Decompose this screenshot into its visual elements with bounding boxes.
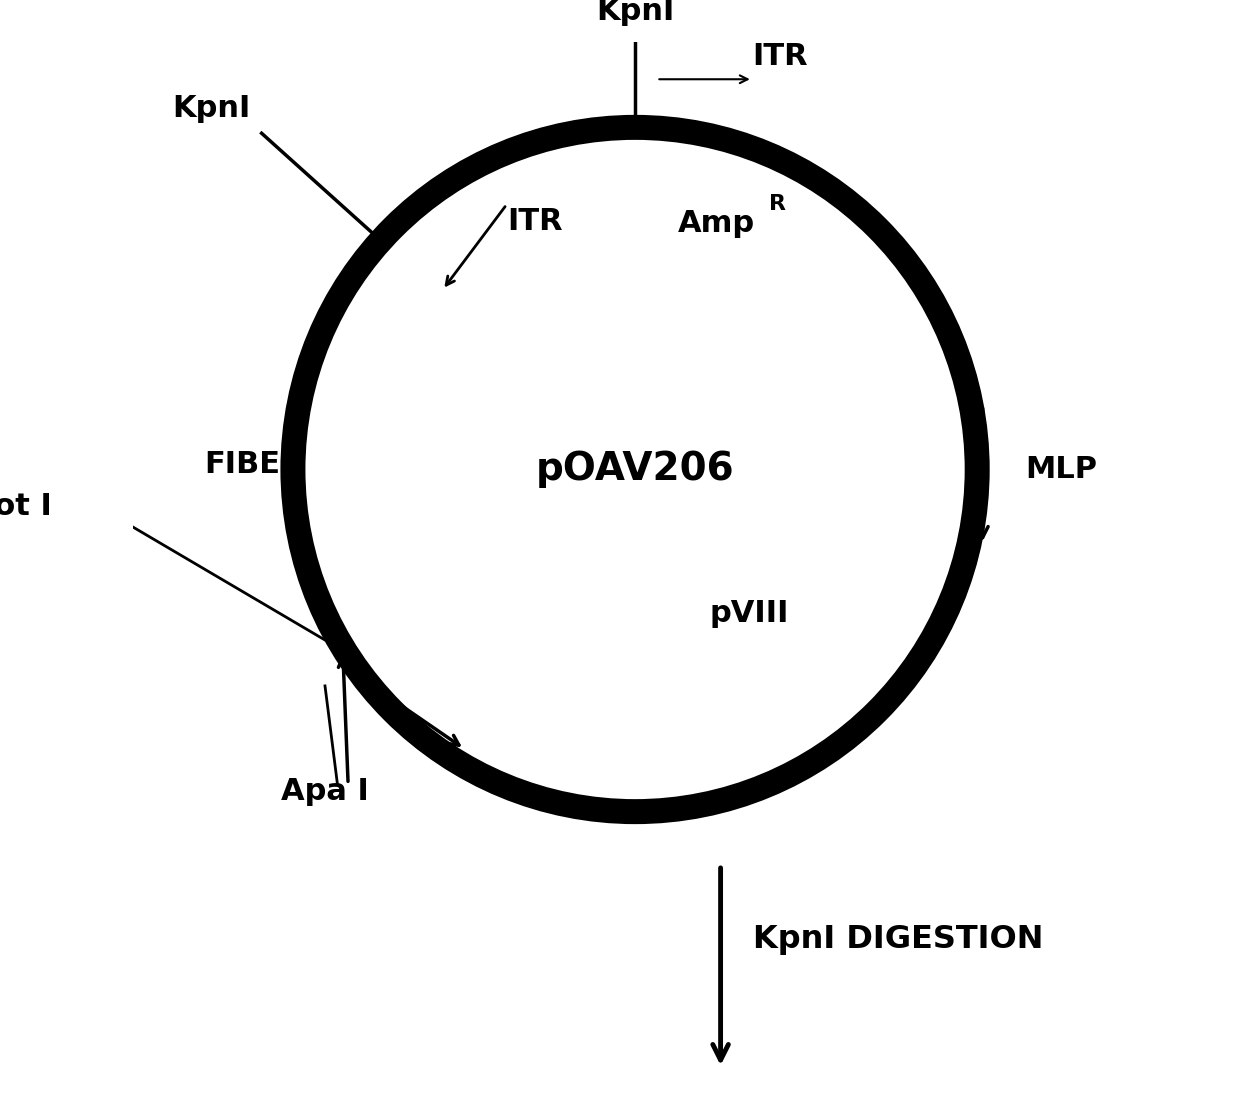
Text: ITR: ITR [507, 208, 563, 237]
Text: KpnI DIGESTION: KpnI DIGESTION [753, 924, 1043, 955]
Text: MLP: MLP [1025, 456, 1097, 484]
Text: pOAV206: pOAV206 [536, 450, 734, 489]
Text: R: R [769, 194, 786, 214]
Text: FIBER: FIBER [205, 450, 304, 479]
Text: Amp: Amp [678, 209, 755, 238]
Text: KpnI: KpnI [596, 0, 675, 26]
Text: pVIII: pVIII [711, 599, 790, 628]
Text: ITR: ITR [753, 42, 808, 71]
Text: Apa I: Apa I [281, 777, 370, 805]
Text: KpnI: KpnI [172, 93, 250, 122]
Text: Not I: Not I [0, 492, 52, 521]
